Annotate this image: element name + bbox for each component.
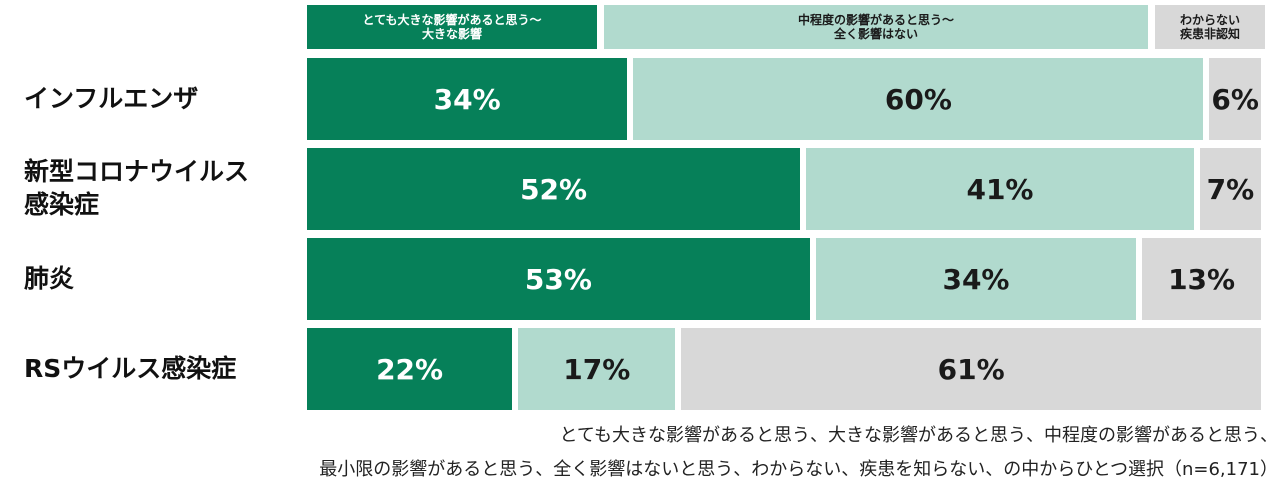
data-label: 22% xyxy=(376,352,444,386)
bar-segment: 13% xyxy=(1142,238,1261,320)
bar-segment: 7% xyxy=(1199,148,1261,230)
bar-segment: 22% xyxy=(307,328,513,410)
data-label: 34% xyxy=(942,262,1010,296)
data-label: 52% xyxy=(520,172,588,206)
data-label: 34% xyxy=(433,82,501,116)
data-label: 17% xyxy=(563,352,631,386)
category-label: RSウイルス感染症 xyxy=(24,353,237,383)
data-label: 6% xyxy=(1211,82,1259,116)
legend-high-impact: とても大きな影響があると思う～ 大きな影響 xyxy=(307,5,597,49)
bar-segment: 17% xyxy=(518,328,676,410)
legend-unknown: わからない 疾患非認知 xyxy=(1155,5,1265,49)
data-label: 61% xyxy=(937,352,1005,386)
category-label: 新型コロナウイルス 感染症 xyxy=(24,157,250,219)
bar-segment: 34% xyxy=(815,238,1137,320)
data-label: 60% xyxy=(884,82,952,116)
category-label: インフルエンザ xyxy=(24,83,199,113)
data-label: 53% xyxy=(524,262,592,296)
data-label: 41% xyxy=(966,172,1034,206)
data-label: 13% xyxy=(1168,262,1236,296)
footnote-line-2: 最小限の影響があると思う、全く影響はないと思う、わからない、疾患を知らない、の中… xyxy=(319,459,1278,480)
bar-segment: 61% xyxy=(681,328,1261,410)
bar-segment: 52% xyxy=(307,148,801,230)
bar-segment: 6% xyxy=(1209,58,1261,140)
bar-segment: 53% xyxy=(307,238,810,320)
category-label: 肺炎 xyxy=(24,263,75,293)
data-label: 7% xyxy=(1206,172,1255,206)
bar-segment: 34% xyxy=(307,58,628,140)
footnote-line-1: とても大きな影響があると思う、大きな影響があると思う、中程度の影響があると思う、 xyxy=(559,425,1278,446)
bar-segment: 60% xyxy=(633,58,1204,140)
legend-moderate-impact: 中程度の影響があると思う～ 全く影響はない xyxy=(604,5,1148,49)
bar-segment: 41% xyxy=(806,148,1194,230)
